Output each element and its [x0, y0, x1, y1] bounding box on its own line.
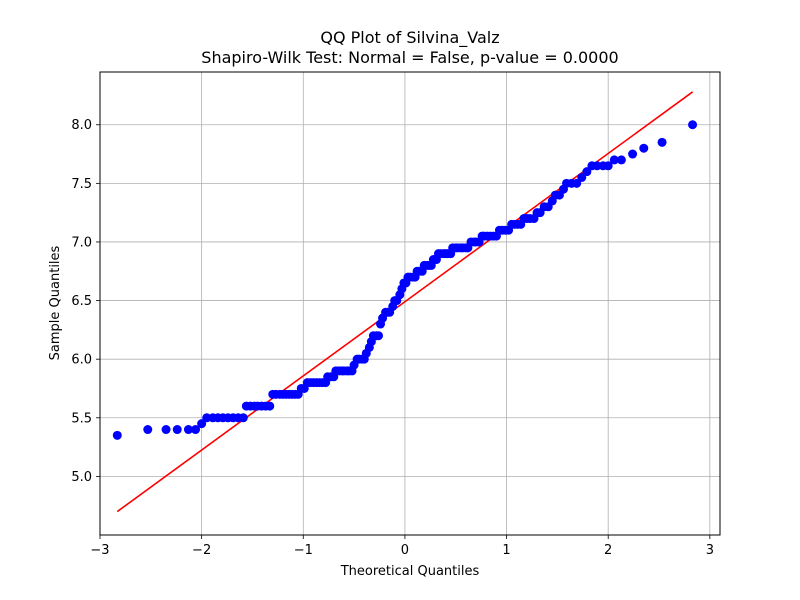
chart-title-line2: Shapiro-Wilk Test: Normal = False, p-val… — [201, 48, 618, 67]
data-point — [603, 161, 613, 171]
data-points-layer — [112, 120, 698, 440]
data-point — [161, 425, 171, 435]
x-tick-label: −2 — [192, 543, 211, 558]
data-point — [616, 155, 626, 165]
y-tick-label: 7.0 — [71, 235, 92, 250]
x-axis-label: Theoretical Quantiles — [340, 564, 480, 579]
y-tick-label: 6.5 — [71, 294, 92, 309]
data-point — [197, 419, 207, 429]
x-tick-label: 3 — [706, 543, 714, 558]
x-tick-label: −1 — [294, 543, 313, 558]
y-axis-label: Sample Quantiles — [48, 245, 63, 360]
chart-title-line1: QQ Plot of Silvina_Valz — [320, 28, 499, 48]
data-point — [191, 425, 201, 435]
y-tick-label: 8.0 — [71, 118, 92, 133]
data-point — [609, 155, 619, 165]
data-point — [172, 425, 182, 435]
y-tick-label: 5.0 — [71, 470, 92, 485]
y-tick-label: 6.0 — [71, 353, 92, 368]
x-tick-label: 2 — [604, 543, 612, 558]
data-point — [657, 137, 667, 147]
data-point — [639, 143, 649, 153]
data-point — [577, 172, 587, 182]
data-point — [628, 149, 638, 159]
data-point — [143, 425, 153, 435]
x-tick-label: 1 — [502, 543, 510, 558]
data-point — [572, 178, 582, 188]
y-tick-label: 5.5 — [71, 411, 92, 426]
y-tick-label: 7.5 — [71, 177, 92, 192]
data-point — [373, 331, 383, 341]
ticks-layer: −3 −2 −1 0 1 2 3 5.0 5.5 6.0 6.5 7.0 7.5 8.0 — [71, 118, 714, 558]
data-point — [238, 413, 248, 423]
plot-frame — [99, 71, 721, 536]
data-point — [112, 430, 122, 440]
x-tick-label: −3 — [90, 543, 109, 558]
data-point — [183, 425, 193, 435]
data-point — [582, 167, 592, 177]
data-point — [688, 120, 698, 130]
data-point — [265, 401, 275, 411]
x-tick-label: 0 — [401, 543, 409, 558]
